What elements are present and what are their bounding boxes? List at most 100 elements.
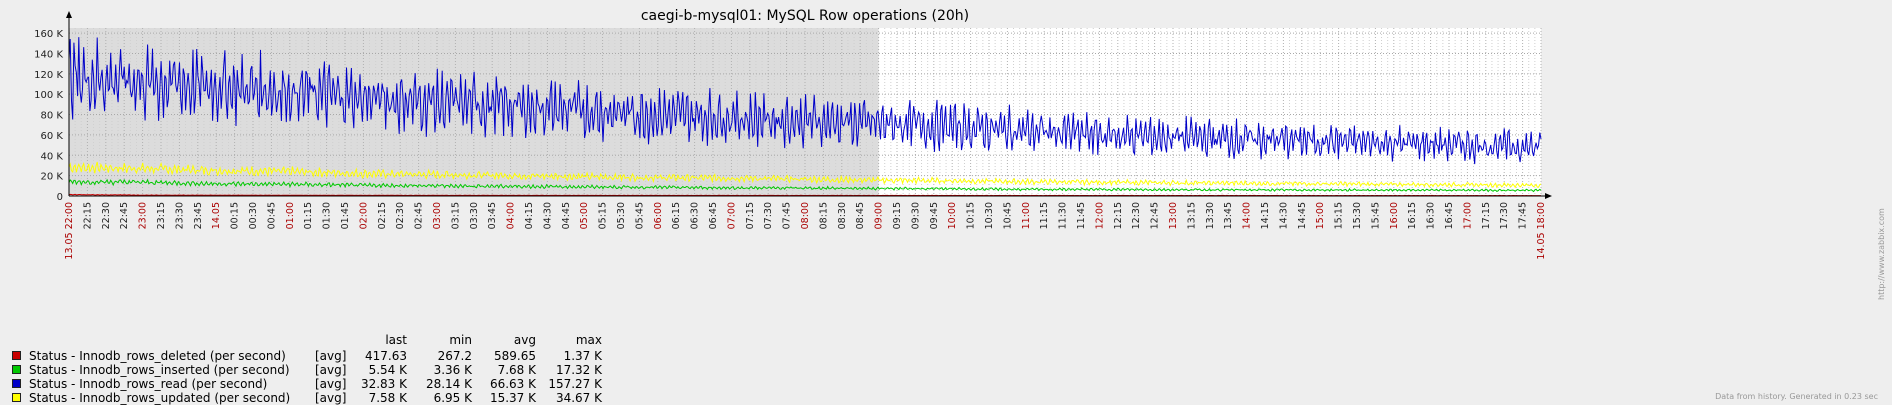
x-tick-label: 10:15 [966, 202, 977, 229]
legend-header: last min avg max [12, 333, 612, 347]
legend-agg: [avg] [315, 377, 347, 391]
x-tick-label: 03:45 [487, 202, 498, 229]
x-tick-label: 00:15 [230, 202, 241, 229]
x-tick-label: 12:15 [1113, 202, 1124, 229]
x-tick-label: 07:30 [763, 202, 774, 229]
legend-min: 3.36 K [433, 363, 472, 377]
x-tick-label: 05:15 [598, 202, 609, 229]
y-tick-label: 20 K [41, 172, 64, 183]
legend-last: 32.83 K [360, 377, 407, 391]
x-tick-label: 06:15 [671, 202, 682, 229]
legend-agg: [avg] [315, 391, 347, 405]
x-tick-label: 09:00 [874, 202, 885, 229]
x-tick-label: 08:45 [855, 202, 866, 229]
x-tick-label: 02:30 [395, 202, 406, 229]
x-tick-label: 09:15 [892, 202, 903, 229]
x-tick-label: 13:00 [1168, 202, 1179, 229]
x-tick-label: 14:15 [1260, 202, 1271, 229]
x-tick-label: 03:00 [432, 202, 443, 229]
legend-min: 6.95 K [433, 391, 472, 405]
x-tick-label: 17:00 [1462, 202, 1473, 229]
x-tick-label: 01:15 [303, 202, 314, 229]
x-tick-label: 06:00 [653, 202, 664, 229]
x-tick-label: 12:30 [1131, 202, 1142, 229]
x-tick-label: 02:45 [414, 202, 425, 229]
legend-agg: [avg] [315, 349, 347, 363]
legend-avg: 589.65 [494, 349, 536, 363]
x-tick-label: 03:30 [469, 202, 480, 229]
side-label: http://www.zabbix.com [1877, 208, 1886, 300]
x-tick-label: 06:30 [690, 202, 701, 229]
x-tick-label: 02:00 [358, 202, 369, 229]
x-tick-label: 16:15 [1407, 202, 1418, 229]
x-tick-label: 14.05 [211, 202, 222, 229]
series-line-3 [68, 161, 1542, 189]
x-tick-label: 15:00 [1315, 202, 1326, 229]
legend-avg: 7.68 K [497, 363, 536, 377]
legend-last: 417.63 [365, 349, 407, 363]
x-tick-label: 04:15 [524, 202, 535, 229]
x-axis-arrow [1545, 193, 1552, 199]
legend-row: Status - Innodb_rows_updated (per second… [12, 391, 612, 405]
legend-name: Status - Innodb_rows_deleted (per second… [29, 349, 286, 363]
x-tick-label: 08:30 [837, 202, 848, 229]
x-tick-label: 13:15 [1186, 202, 1197, 229]
x-tick-label: 11:30 [1058, 202, 1069, 229]
x-tick-label: 12:45 [1150, 202, 1161, 229]
series-line-2 [68, 37, 1542, 165]
legend-last: 7.58 K [368, 391, 407, 405]
x-tick-label: 23:00 [138, 202, 149, 229]
x-tick-label: 07:45 [782, 202, 793, 229]
legend-last: 5.54 K [368, 363, 407, 377]
y-tick-label: 160 K [34, 29, 63, 40]
legend-swatch [12, 365, 21, 374]
y-axis-arrow [66, 11, 72, 18]
chart-title: caegi-b-mysql01: MySQL Row operations (2… [641, 8, 969, 24]
x-tick-label: 04:45 [561, 202, 572, 229]
x-tick-label: 22:30 [101, 202, 112, 229]
series-line-1 [68, 178, 1542, 193]
x-tick-label: 01:45 [340, 202, 351, 229]
x-tick-label: 06:45 [708, 202, 719, 229]
x-tick-label: 23:15 [156, 202, 167, 229]
legend-swatch [12, 379, 21, 388]
x-tick-label: 22:15 [82, 202, 93, 229]
legend-row: Status - Innodb_rows_inserted (per secon… [12, 363, 612, 377]
x-tick-label: 23:30 [174, 202, 185, 229]
legend-avg: 15.37 K [489, 391, 536, 405]
x-tick-label: 14:45 [1297, 202, 1308, 229]
legend-name: Status - Innodb_rows_inserted (per secon… [29, 363, 290, 377]
legend-row: Status - Innodb_rows_deleted (per second… [12, 349, 612, 363]
x-tick-label: 14.05 18:00 [1536, 202, 1547, 260]
x-tick-label: 00:30 [248, 202, 259, 229]
x-tick-label: 04:00 [506, 202, 517, 229]
x-tick-label: 05:45 [634, 202, 645, 229]
x-tick-label: 11:45 [1076, 202, 1087, 229]
legend-swatch [12, 351, 21, 360]
x-tick-label: 13:30 [1205, 202, 1216, 229]
legend-swatch [12, 393, 21, 402]
legend-min: 28.14 K [425, 377, 472, 391]
footer-note: Data from history. Generated in 0.23 sec [1715, 392, 1878, 401]
x-tick-label: 05:00 [579, 202, 590, 229]
x-tick-label: 10:30 [984, 202, 995, 229]
legend-name: Status - Innodb_rows_updated (per second… [29, 391, 291, 405]
x-tick-label: 01:00 [285, 202, 296, 229]
y-tick-label: 0 [57, 192, 63, 203]
x-tick-label: 13:45 [1223, 202, 1234, 229]
x-tick-label: 03:15 [450, 202, 461, 229]
y-tick-label: 80 K [41, 111, 64, 122]
x-tick-label: 12:00 [1094, 202, 1105, 229]
x-tick-label: 10:00 [947, 202, 958, 229]
legend-max: 34.67 K [555, 391, 602, 405]
legend-max: 157.27 K [548, 377, 602, 391]
x-tick-label: 13.05 22:00 [64, 202, 75, 260]
x-tick-label: 17:15 [1481, 202, 1492, 229]
legend-min: 267.2 [437, 349, 472, 363]
legend-max: 1.37 K [563, 349, 602, 363]
x-tick-label: 01:30 [322, 202, 333, 229]
x-tick-label: 15:45 [1370, 202, 1381, 229]
x-tick-label: 07:00 [726, 202, 737, 229]
legend-row: Status - Innodb_rows_read (per second) [a… [12, 377, 612, 391]
